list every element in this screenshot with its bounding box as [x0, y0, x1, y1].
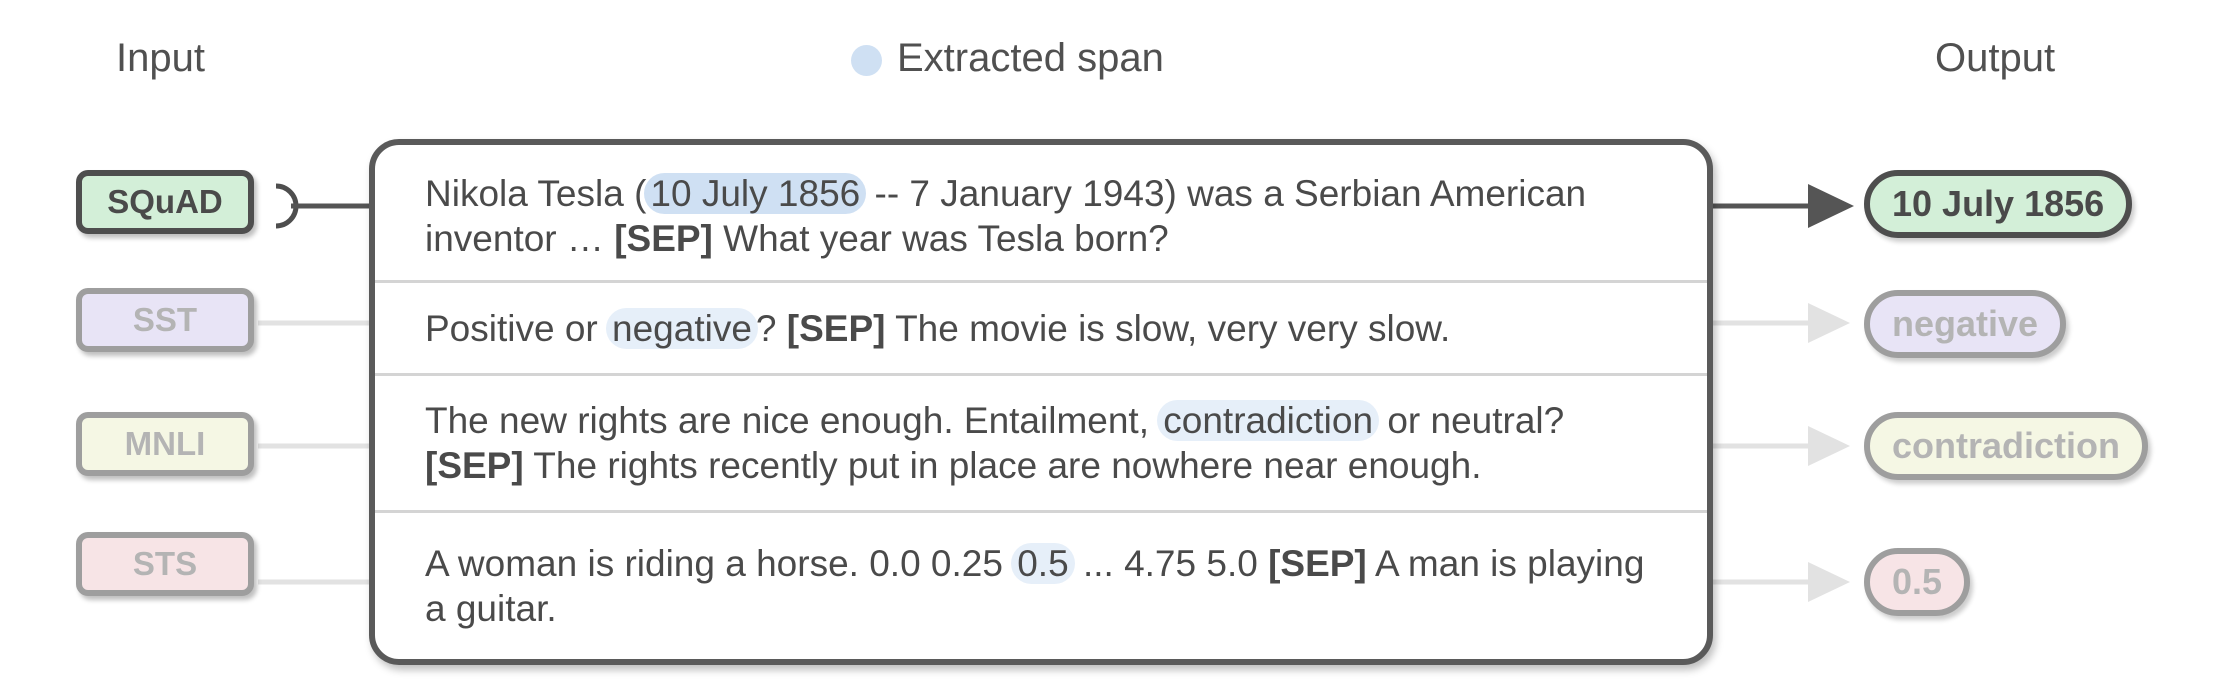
sep-token: [SEP] [1268, 543, 1367, 584]
row-text: ... 4.75 5.0 [1072, 543, 1269, 584]
extracted-span: contradiction [1157, 400, 1380, 441]
extracted-span: 0.5 [1011, 543, 1075, 584]
sep-token: [SEP] [614, 218, 713, 259]
row-text: The movie is slow, very very slow. [885, 308, 1451, 349]
squad-arrow-head [1808, 184, 1854, 228]
mnli-arrow-head [1808, 426, 1850, 466]
example-row-sts: A woman is riding a horse. 0.0 0.25 0.5 … [375, 541, 1707, 631]
task-tag-sts: STS [76, 532, 254, 596]
task-tag-sst: SST [76, 288, 254, 352]
row-text: ? [755, 308, 787, 349]
output-header: Output [1935, 36, 2056, 80]
row-text: Positive or [425, 308, 609, 349]
input-header: Input [116, 36, 205, 80]
output-pill-mnli: contradiction [1864, 412, 2149, 480]
extracted-span-legend-swatch [851, 45, 882, 76]
row-text: The new rights are nice enough. Entailme… [425, 400, 1160, 441]
output-pill-sst: negative [1864, 290, 2067, 358]
row-text: or neutral? [1377, 400, 1565, 441]
extracted-span: negative [606, 308, 758, 349]
extracted-span-legend-label: Extracted span [897, 36, 1164, 80]
row-divider [375, 280, 1707, 283]
task-tag-squad: SQuAD [76, 170, 254, 234]
output-pill-sts: 0.5 [1864, 548, 1971, 616]
input-examples-card: Nikola Tesla (10 July 1856 -- 7 January … [369, 139, 1713, 665]
example-row-mnli: The new rights are nice enough. Entailme… [375, 398, 1707, 488]
row-text: What year was Tesla born? [712, 218, 1169, 259]
row-text: Nikola Tesla ( [425, 173, 647, 214]
row-text: A man is playing a guitar. [425, 543, 1645, 629]
output-pill-squad: 10 July 1856 [1864, 170, 2133, 238]
example-row-squad: Nikola Tesla (10 July 1856 -- 7 January … [375, 171, 1707, 261]
extracted-span: 10 July 1856 [644, 173, 867, 214]
row-divider [375, 510, 1707, 513]
row-text: The rights recently put in place are now… [523, 445, 1482, 486]
example-row-sst: Positive or negative? [SEP] The movie is… [375, 306, 1707, 351]
sep-token: [SEP] [425, 445, 524, 486]
sep-token: [SEP] [786, 308, 886, 349]
sst-arrow-head [1808, 303, 1850, 343]
row-text: -- 7 January 1943) was a Serbian America… [425, 173, 1587, 259]
row-divider [375, 373, 1707, 376]
row-text: A woman is riding a horse. 0.0 0.25 [425, 543, 1014, 584]
sts-arrow-head [1808, 562, 1850, 602]
task-tag-mnli: MNLI [76, 412, 254, 476]
